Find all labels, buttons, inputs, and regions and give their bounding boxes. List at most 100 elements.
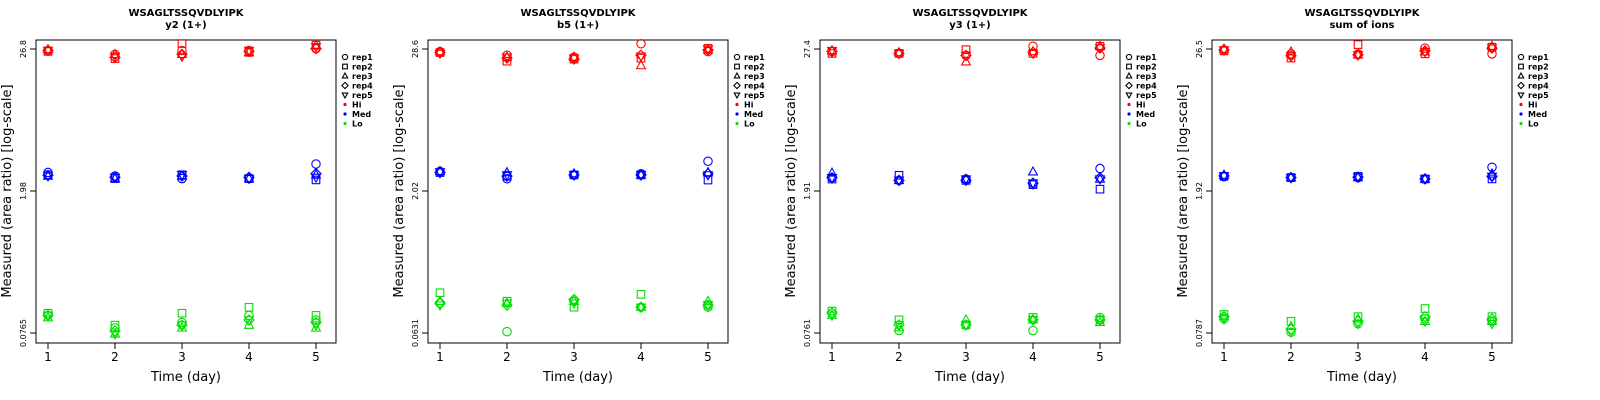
chart-subtitle: sum of ions <box>1329 20 1394 31</box>
legend-marker-med <box>1519 112 1522 115</box>
point-hi-rep1 <box>637 40 645 48</box>
x-tick-label: 1 <box>828 350 836 364</box>
y-tick-label: 1.98 <box>19 182 28 200</box>
legend-label: Lo <box>744 120 755 129</box>
legend-marker-rep1 <box>734 54 739 59</box>
legend-marker-rep3 <box>734 73 739 78</box>
chart-title: WSAGLTSSQVDLYIPK <box>1304 8 1420 19</box>
legend-marker-lo <box>343 122 346 125</box>
legend-label: Med <box>1528 110 1547 119</box>
legend-marker-lo <box>735 122 738 125</box>
point-med-rep2 <box>1096 185 1104 193</box>
legend-marker-rep5 <box>1518 93 1523 98</box>
y-tick-label: 28.6 <box>411 40 420 58</box>
y-tick-label: 26.8 <box>19 40 28 58</box>
y-axis-label: Measured (area ratio) [log-scale] <box>392 84 407 297</box>
legend-marker-hi <box>343 103 346 106</box>
point-lo-rep1 <box>503 327 511 335</box>
legend-marker-lo <box>1519 122 1522 125</box>
legend-label: Med <box>1136 110 1155 119</box>
legend-marker-med <box>343 112 346 115</box>
point-med-rep1 <box>1096 164 1104 172</box>
panel-1: WSAGLTSSQVDLYIPKy2 (1+)1 2 3 4 5Time (day)0.… <box>0 8 373 385</box>
legend-label: Lo <box>352 120 363 129</box>
x-tick-label: 3 <box>178 350 186 364</box>
chart-title: WSAGLTSSQVDLYIPK <box>128 8 244 19</box>
x-tick-label: 4 <box>1421 350 1429 364</box>
x-tick-label: 2 <box>111 350 119 364</box>
legend-marker-rep4 <box>734 82 740 88</box>
y-tick-label: 26.5 <box>1195 40 1204 58</box>
x-tick-label: 5 <box>1096 350 1104 364</box>
x-tick-label: 3 <box>1354 350 1362 364</box>
legend-label: rep5 <box>744 91 765 100</box>
legend-marker-rep2 <box>1127 64 1132 69</box>
point-lo-rep1 <box>1029 326 1037 334</box>
x-tick-label: 3 <box>570 350 578 364</box>
plot-frame <box>428 40 728 343</box>
x-tick-label: 2 <box>1287 350 1295 364</box>
legend-label: rep2 <box>1136 63 1157 72</box>
legend-marker-rep2 <box>343 64 348 69</box>
legend-marker-rep5 <box>342 93 347 98</box>
x-axis-label: Time (day) <box>542 370 613 385</box>
legend-label: rep4 <box>352 82 373 91</box>
y-tick-label: 0.0631 <box>411 319 420 347</box>
legend-marker-rep4 <box>1518 82 1524 88</box>
legend-label: Lo <box>1136 120 1147 129</box>
legend-marker-hi <box>1127 103 1130 106</box>
y-tick-label: 1.92 <box>1195 182 1204 200</box>
x-axis-label: Time (day) <box>1326 370 1397 385</box>
figure: WSAGLTSSQVDLYIPKy2 (1+)1 2 3 4 5Time (day)0.… <box>0 0 1600 400</box>
panel-3: WSAGLTSSQVDLYIPKy3 (1+)1 2 3 4 5Time (day)0.… <box>784 8 1157 385</box>
legend-label: rep1 <box>744 53 765 62</box>
y-axis-label: Measured (area ratio) [log-scale] <box>1176 84 1191 297</box>
y-tick-label: 0.0761 <box>803 319 812 347</box>
legend-label: Med <box>352 110 371 119</box>
panel-4: WSAGLTSSQVDLYIPKsum of ions1 2 3 4 5Time (da… <box>1176 8 1549 385</box>
chart-subtitle: y3 (1+) <box>949 20 990 31</box>
legend-marker-hi <box>1519 103 1522 106</box>
y-tick-label: 1.91 <box>803 182 812 200</box>
legend-label: rep2 <box>744 63 765 72</box>
legend-label: rep3 <box>1136 72 1157 81</box>
x-axis-label: Time (day) <box>934 370 1005 385</box>
chart-title: WSAGLTSSQVDLYIPK <box>520 8 636 19</box>
x-tick-label: 5 <box>1488 350 1496 364</box>
x-tick-label: 4 <box>1029 350 1037 364</box>
legend-label: rep1 <box>352 53 373 62</box>
legend-label: rep3 <box>744 72 765 81</box>
y-tick-label: 0.0787 <box>1195 319 1204 347</box>
legend-label: rep2 <box>1528 63 1549 72</box>
legend-marker-rep3 <box>1518 73 1523 78</box>
x-tick-label: 5 <box>704 350 712 364</box>
x-tick-label: 3 <box>962 350 970 364</box>
y-tick-label: 27.4 <box>803 40 812 58</box>
legend-label: Med <box>744 110 763 119</box>
legend-label: rep2 <box>352 63 373 72</box>
point-lo-rep2 <box>637 291 645 299</box>
x-axis-label: Time (day) <box>150 370 221 385</box>
legend-marker-rep5 <box>1126 93 1131 98</box>
point-med-rep3 <box>1029 167 1038 175</box>
x-tick-label: 4 <box>245 350 253 364</box>
point-lo-rep2 <box>178 309 186 317</box>
legend-label: rep5 <box>1528 91 1549 100</box>
legend-marker-rep1 <box>1126 54 1131 59</box>
x-tick-label: 4 <box>637 350 645 364</box>
legend-marker-rep2 <box>735 64 740 69</box>
legend-marker-rep3 <box>342 73 347 78</box>
y-axis-label: Measured (area ratio) [log-scale] <box>0 84 15 297</box>
y-tick-label: 0.0765 <box>19 319 28 347</box>
legend-marker-med <box>735 112 738 115</box>
plot-frame <box>820 40 1120 343</box>
legend-marker-rep4 <box>342 82 348 88</box>
y-axis-label: Measured (area ratio) [log-scale] <box>784 84 799 297</box>
chart-title: WSAGLTSSQVDLYIPK <box>912 8 1028 19</box>
legend-label: rep5 <box>1136 91 1157 100</box>
point-med-rep1 <box>704 157 712 165</box>
legend-label: rep4 <box>744 82 765 91</box>
legend-marker-lo <box>1127 122 1130 125</box>
legend-label: Hi <box>352 101 362 110</box>
